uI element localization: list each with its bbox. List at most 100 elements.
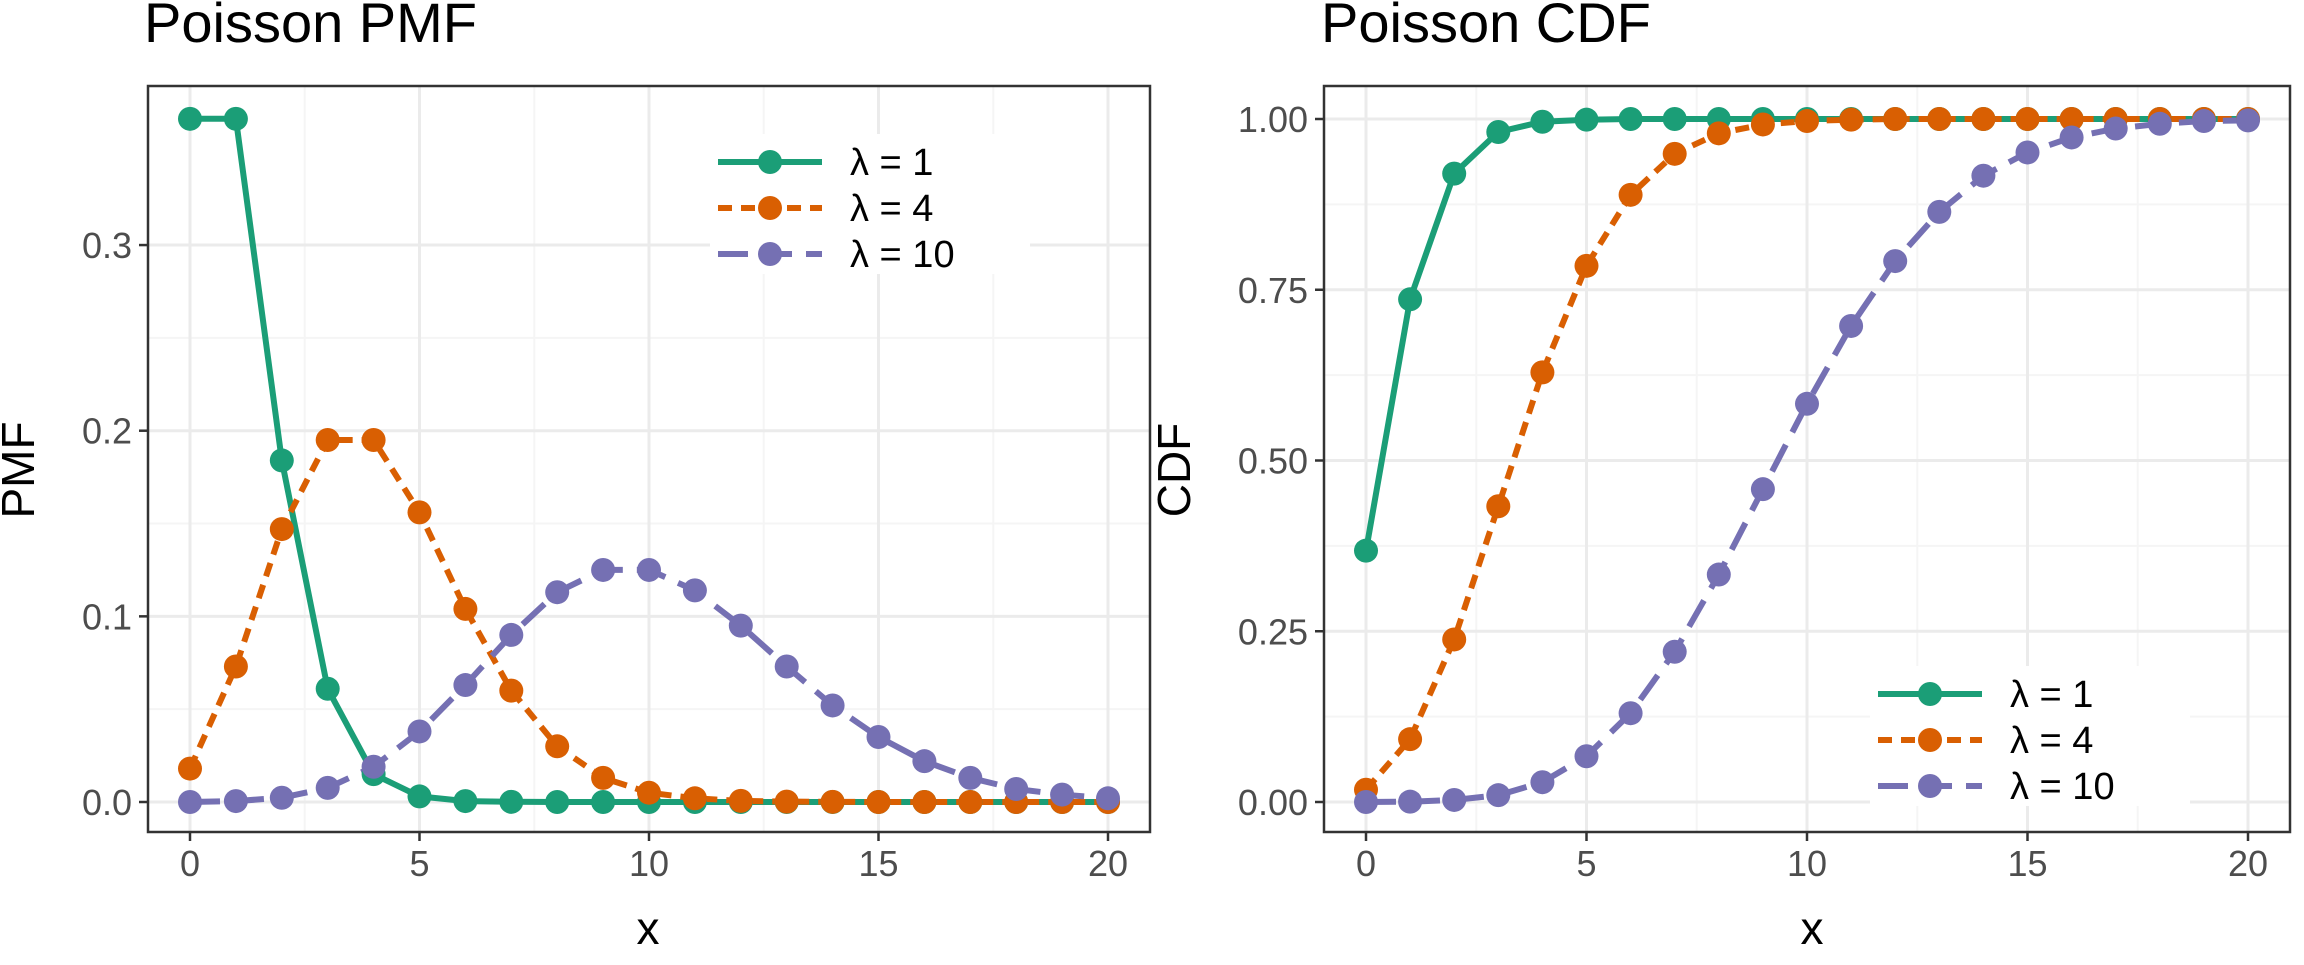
data-point — [223, 106, 248, 131]
data-point — [1442, 627, 1467, 652]
data-point — [866, 790, 891, 814]
y-tick-label: 0.1 — [82, 596, 132, 637]
data-point — [545, 790, 570, 814]
data-point — [407, 500, 432, 525]
data-point — [682, 786, 707, 811]
data-point — [1618, 107, 1643, 131]
data-point — [1530, 360, 1555, 385]
data-point — [407, 784, 432, 809]
legend-key-point — [1918, 682, 1942, 706]
legend-key-point — [758, 242, 782, 266]
legend-key-point — [758, 150, 782, 174]
data-point — [637, 780, 661, 805]
cdf-panel: Poisson CDF CDF x 0 5 10 15 20 0.00 0.25 0.50 0.… — [1148, 0, 2292, 954]
y-tick-label: 0.75 — [1238, 270, 1308, 311]
data-point — [1442, 161, 1467, 186]
data-point — [315, 775, 340, 800]
data-point — [1971, 163, 1996, 188]
y-tick-label: 1.00 — [1238, 99, 1308, 140]
data-point — [958, 765, 983, 790]
legend: λ = 1λ = 4λ = 10 — [1870, 666, 2190, 808]
data-point — [453, 673, 478, 698]
plot-area: 0 5 10 15 20 0.00 0.25 0.50 0.75 1.00 λ = 1λ = 4λ … — [1238, 84, 2292, 884]
data-point — [1662, 639, 1687, 664]
legend-key-point — [1918, 774, 1942, 798]
data-point — [499, 622, 524, 647]
data-point — [2191, 109, 2216, 134]
data-point — [315, 427, 340, 452]
data-point — [958, 790, 983, 814]
chart-title: Poisson CDF — [1321, 0, 1651, 54]
x-tick-label: 15 — [2007, 843, 2047, 884]
data-point — [178, 790, 202, 814]
data-point — [1750, 112, 1775, 137]
data-point — [269, 785, 294, 810]
data-point — [1398, 727, 1423, 752]
data-point — [315, 676, 340, 701]
data-point — [1398, 789, 1423, 814]
legend-label: λ = 10 — [2010, 766, 2115, 808]
data-point — [361, 427, 386, 452]
data-point — [1662, 107, 1687, 131]
data-point — [1354, 538, 1378, 563]
data-point — [820, 789, 845, 814]
data-point — [1354, 790, 1378, 814]
data-point — [1486, 494, 1511, 519]
data-point — [1618, 701, 1643, 726]
data-point — [728, 788, 753, 813]
series-line — [1365, 117, 2249, 805]
x-tick-label: 0 — [180, 843, 200, 884]
data-point — [1530, 770, 1555, 795]
data-point — [1486, 119, 1511, 144]
data-point — [682, 578, 707, 603]
data-point — [2236, 108, 2260, 133]
data-point — [774, 654, 799, 679]
y-tick-label: 0.25 — [1238, 611, 1308, 652]
data-point — [591, 557, 616, 582]
x-tick-label: 15 — [858, 843, 898, 884]
data-point — [178, 756, 202, 781]
data-point — [453, 789, 478, 814]
x-axis-title: x — [1801, 902, 1824, 954]
data-point — [1883, 107, 1908, 131]
data-point — [637, 557, 661, 582]
x-tick-label: 20 — [1088, 843, 1128, 884]
data-point — [269, 517, 294, 542]
data-point — [178, 106, 202, 131]
pmf-panel: Poisson PMF PMF x 0 5 10 15 20 0.0 0.1 0.2 0.3 λ … — [0, 0, 1152, 954]
y-tick-label: 0.00 — [1238, 782, 1308, 823]
data-point — [820, 693, 845, 718]
plot-area: 0 5 10 15 20 0.0 0.1 0.2 0.3 λ = 1λ = 4λ = 10 — [82, 84, 1152, 884]
y-tick-label: 0.50 — [1238, 441, 1308, 482]
data-point — [591, 765, 616, 790]
data-point — [361, 754, 386, 779]
x-axis-title: x — [637, 902, 660, 954]
data-point — [1096, 786, 1120, 811]
y-tick-label: 0.2 — [82, 411, 132, 452]
legend-label: λ = 1 — [2010, 674, 2093, 716]
x-tick-label: 10 — [1787, 843, 1827, 884]
data-point — [866, 725, 891, 750]
data-point — [1486, 783, 1511, 808]
data-point — [1050, 782, 1075, 807]
data-point — [545, 580, 570, 605]
data-point — [912, 790, 937, 814]
data-point — [1927, 199, 1952, 224]
data-point — [2015, 140, 2040, 165]
data-point — [2103, 116, 2128, 141]
data-point — [1004, 777, 1029, 802]
data-point — [1442, 787, 1467, 812]
legend-label: λ = 1 — [850, 142, 933, 184]
legend-key-point — [758, 196, 782, 220]
y-tick-label: 0.0 — [82, 782, 132, 823]
data-point — [1795, 391, 1819, 416]
data-point — [1750, 477, 1775, 502]
data-point — [2059, 107, 2084, 131]
data-point — [774, 789, 799, 814]
data-point — [1927, 107, 1952, 131]
data-point — [2147, 111, 2172, 136]
data-point — [1706, 562, 1731, 587]
x-tick-label: 0 — [1356, 843, 1376, 884]
